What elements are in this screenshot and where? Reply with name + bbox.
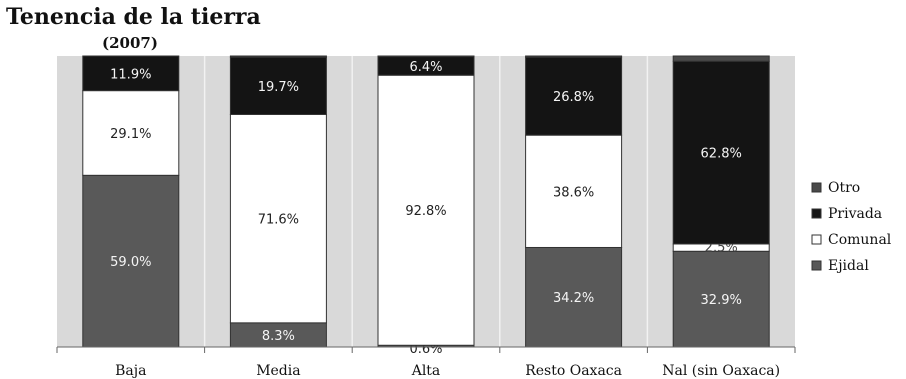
chart-title: Tenencia de la tierra (6, 4, 261, 30)
data-label: 29.1% (110, 127, 151, 142)
data-label: 34.2% (553, 291, 594, 306)
bar-segment-comunal-1 (229, 113, 327, 324)
legend-swatch (811, 260, 822, 271)
bar-segment-ejidal-3 (525, 246, 623, 348)
data-label: 8.3% (262, 329, 295, 344)
x-tick-label: Resto Oaxaca (525, 363, 622, 379)
bar-segment-comunal-3 (525, 134, 623, 248)
data-label: 11.9% (110, 67, 151, 82)
x-tick-label: Baja (115, 363, 146, 379)
legend-label: Otro (828, 180, 860, 196)
data-label: 92.8% (405, 204, 446, 219)
data-label: 19.7% (258, 80, 299, 95)
legend-swatch (811, 208, 822, 219)
legend-label: Comunal (828, 232, 892, 248)
x-tick-label: Alta (411, 363, 441, 379)
bar-segment-privada-0 (82, 55, 180, 92)
legend-swatch (811, 182, 822, 193)
bar-segment-privada-1 (229, 56, 327, 115)
data-label: 26.8% (553, 90, 594, 105)
bar-segment-otro-3 (525, 55, 623, 58)
data-label: 38.6% (553, 185, 594, 200)
bar-segment-otro-1 (229, 55, 327, 58)
data-label: 6.4% (409, 60, 442, 75)
x-tick-label: Media (256, 363, 300, 379)
bar-segment-ejidal-0 (82, 174, 180, 348)
legend-label: Ejidal (828, 258, 869, 274)
x-tick-label: Nal (sin Oaxaca) (662, 363, 780, 379)
legend-label: Privada (828, 206, 882, 222)
bar-segment-ejidal-4 (672, 250, 770, 348)
legend-swatch (811, 234, 822, 245)
bar-segment-privada-4 (672, 60, 770, 245)
bar-segment-comunal-0 (82, 90, 180, 176)
legend: Otro Privada Comunal Ejidal (811, 180, 892, 274)
bar-segment-otro-4 (672, 55, 770, 62)
data-label: 62.8% (701, 147, 742, 162)
data-label: 71.6% (258, 213, 299, 228)
chart-subtitle: (2007) (102, 34, 158, 52)
bar-segment-otro-2 (377, 55, 475, 58)
data-label: 59.0% (110, 255, 151, 270)
data-label: 32.9% (701, 293, 742, 308)
bar-segment-privada-3 (525, 56, 623, 136)
